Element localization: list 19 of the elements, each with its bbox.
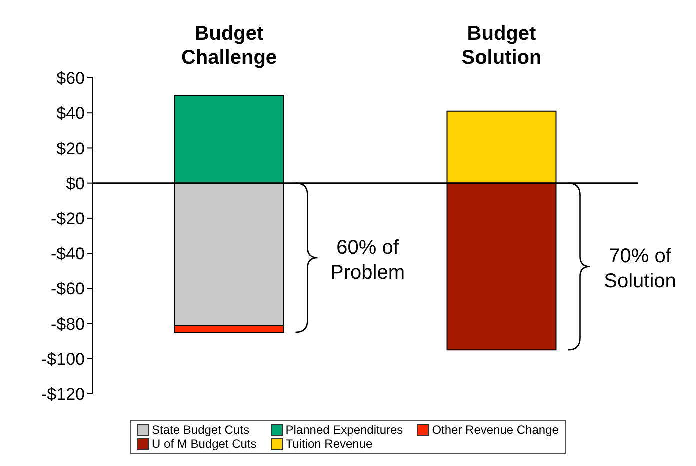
legend-label: Tuition Revenue xyxy=(286,437,373,451)
y-tick-label: $60 xyxy=(56,69,85,88)
legend-label: U of M Budget Cuts xyxy=(152,437,257,451)
y-tick-label: -$60 xyxy=(50,280,85,299)
x-tick-label: Budget Solution xyxy=(462,23,542,69)
y-tick-label: -$120 xyxy=(42,385,85,404)
legend-label: State Budget Cuts xyxy=(152,423,250,437)
y-tick-label: $0 xyxy=(66,174,85,194)
annotation: 60% of Problem xyxy=(330,236,405,284)
y-tick-label: $20 xyxy=(56,139,85,158)
y-tick-label: $40 xyxy=(56,104,85,124)
annotation: 70% of Solution xyxy=(604,246,676,293)
x-tick-label: Budget Challenge xyxy=(181,23,278,69)
legend-label: Planned Expenditures xyxy=(286,423,404,437)
y-tick-label: -$100 xyxy=(42,350,85,369)
legend-label: Other Revenue Change xyxy=(432,423,559,437)
y-tick-label: -$40 xyxy=(50,244,85,264)
y-tick-label: -$20 xyxy=(50,209,85,228)
y-tick-label: -$80 xyxy=(50,314,85,334)
